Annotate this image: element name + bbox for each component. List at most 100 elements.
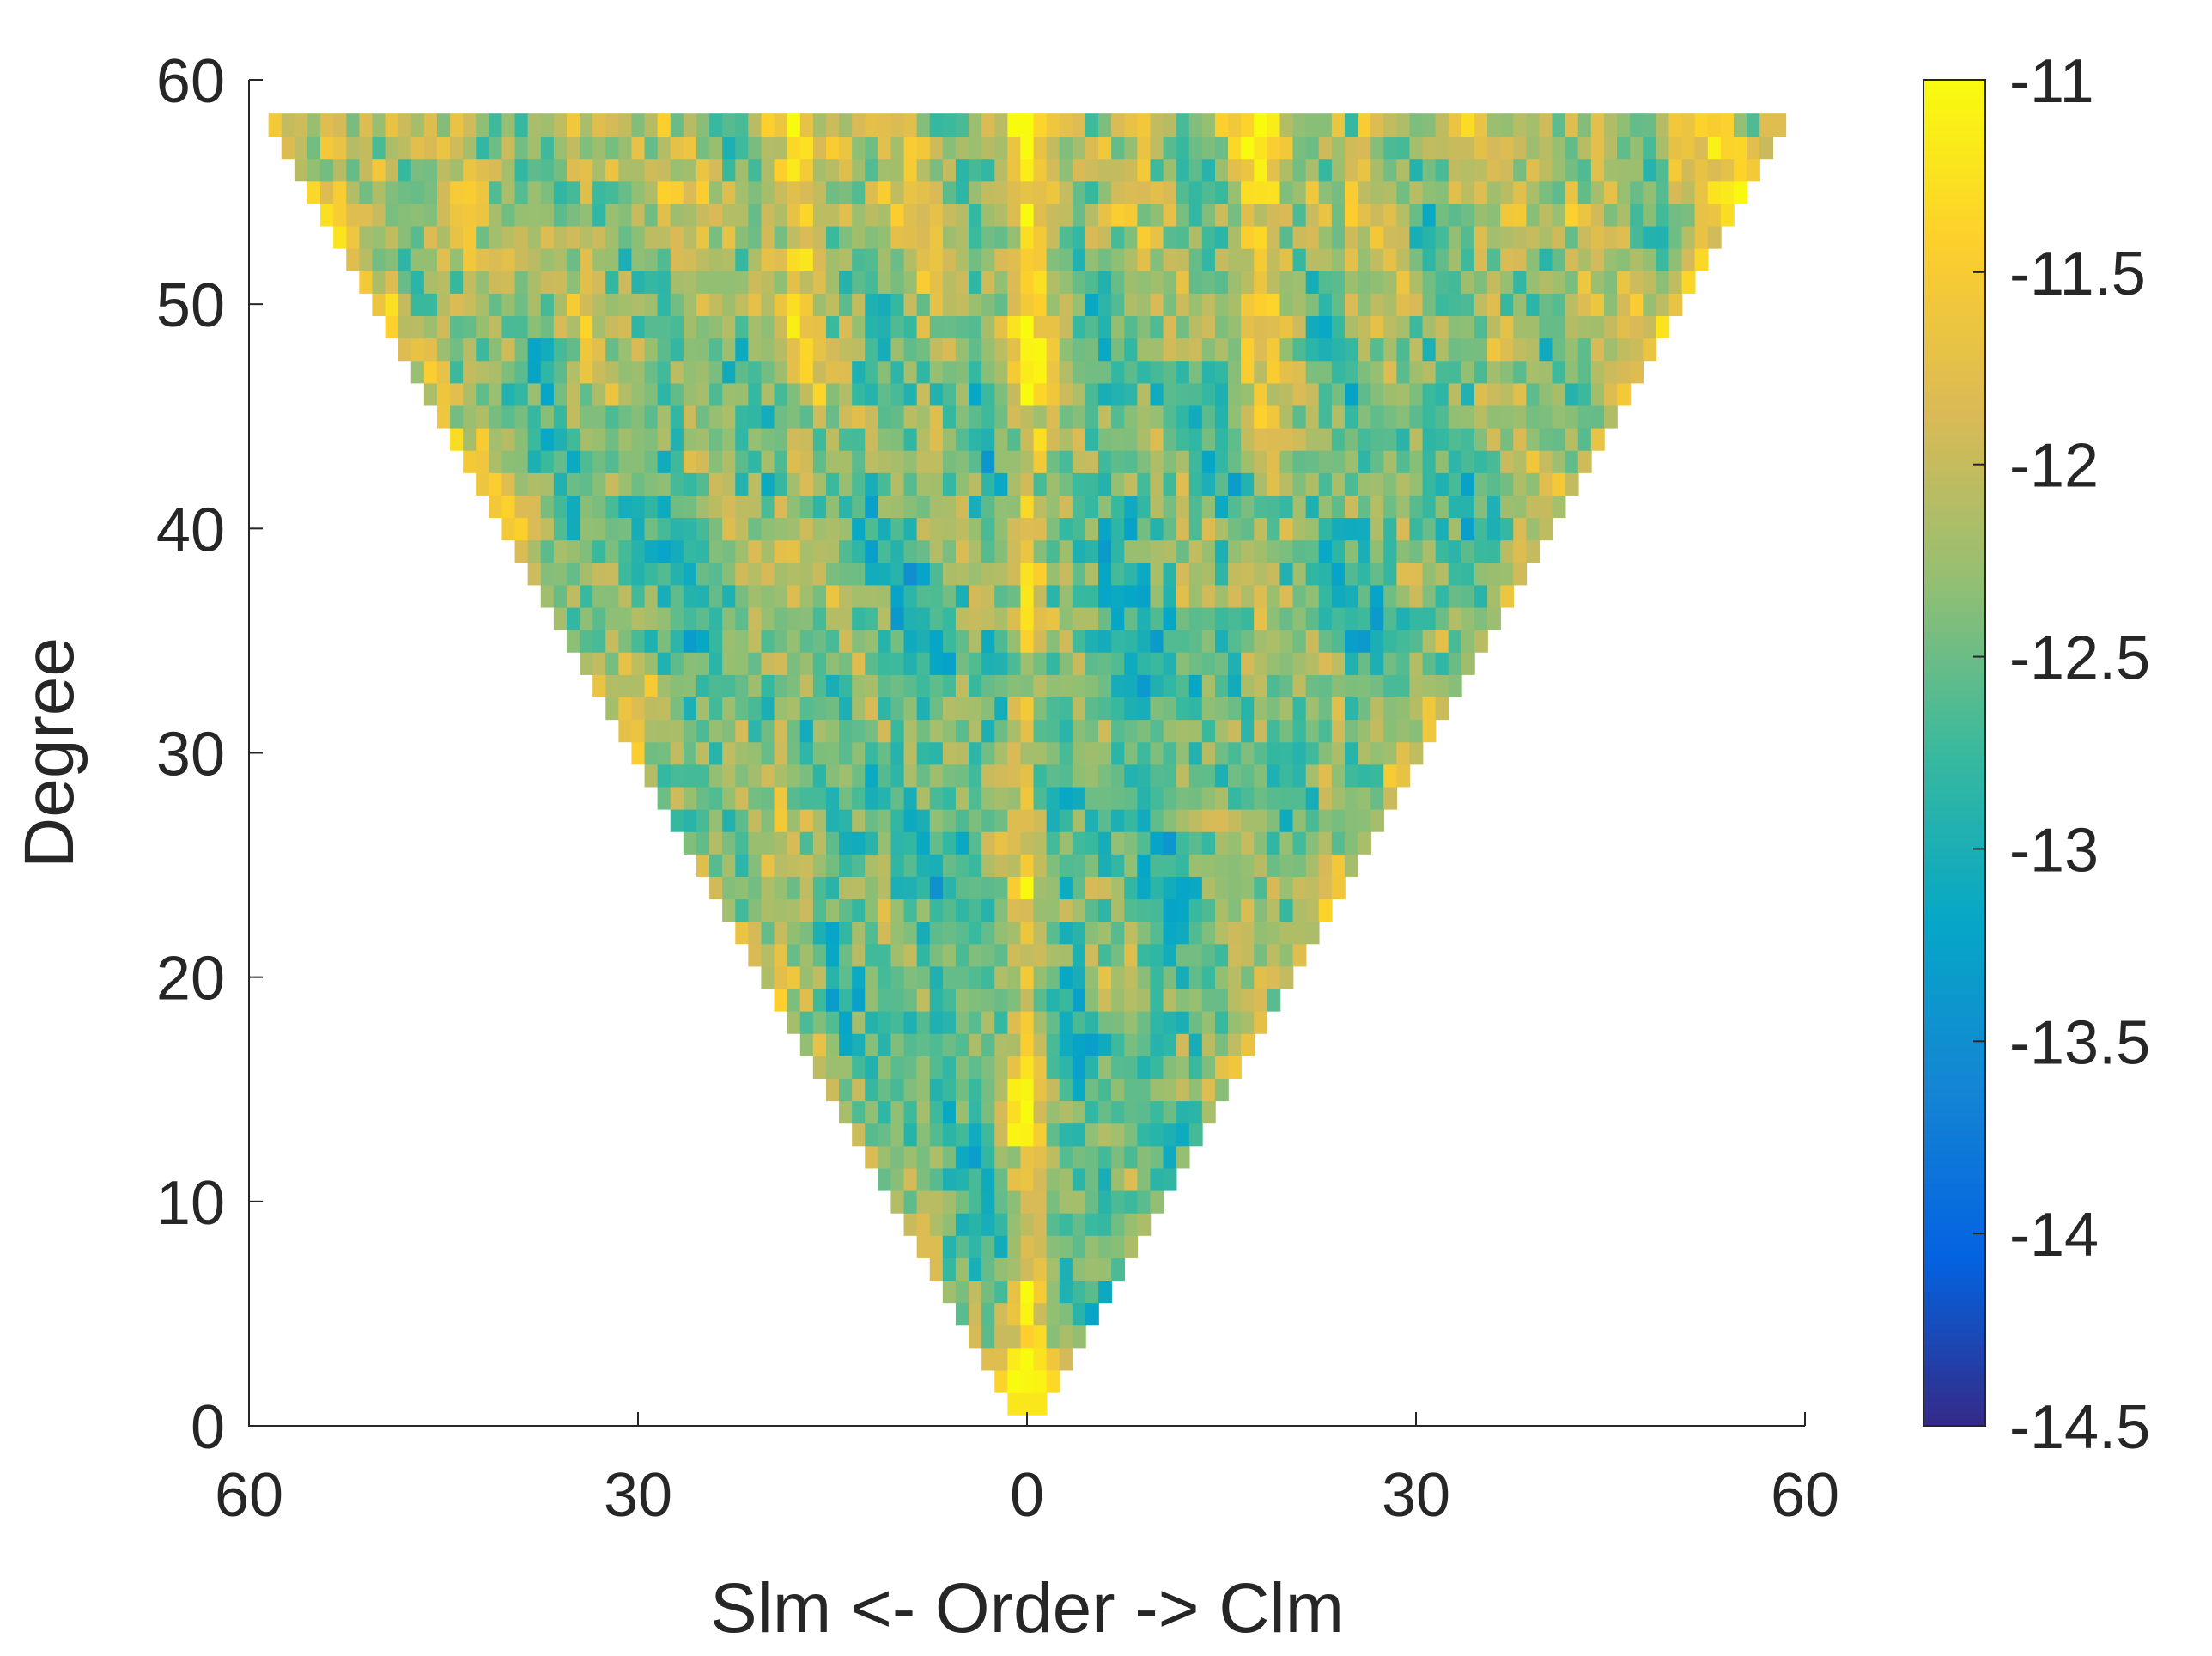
heatmap-cell (852, 674, 866, 698)
colorbar-segment (1923, 1338, 1985, 1346)
colorbar-segment (1923, 161, 1985, 168)
heatmap-cell (1150, 697, 1164, 721)
heatmap-cell (1228, 697, 1242, 721)
heatmap-cell (994, 405, 1009, 429)
heatmap-cell (527, 113, 542, 137)
heatmap-cell (1305, 854, 1320, 877)
heatmap-cell (1072, 1190, 1086, 1214)
heatmap-cell (436, 247, 451, 271)
colorbar-segment (1923, 1015, 1985, 1023)
heatmap-cell (1176, 943, 1190, 967)
heatmap-cell (1150, 1123, 1164, 1147)
heatmap-cell (774, 854, 788, 877)
heatmap-cell (748, 427, 763, 451)
heatmap-cell (1292, 764, 1307, 788)
heatmap-cell (605, 629, 620, 653)
heatmap-cell (1241, 270, 1255, 294)
heatmap-cell (1254, 562, 1268, 586)
heatmap-cell (1020, 495, 1035, 519)
heatmap-cell (1072, 270, 1086, 294)
heatmap-cell (1176, 606, 1190, 630)
heatmap-cell (994, 1100, 1009, 1124)
heatmap-cell (436, 136, 451, 160)
heatmap-cell (1201, 562, 1216, 586)
heatmap-cell (1124, 203, 1139, 227)
heatmap-cell (592, 449, 607, 473)
heatmap-cell (1241, 719, 1255, 743)
heatmap-cell (1098, 1167, 1112, 1191)
heatmap-cell (683, 584, 697, 608)
heatmap-cell (1435, 113, 1449, 137)
heatmap-cell (825, 180, 840, 204)
heatmap-cell (683, 427, 697, 451)
heatmap-cell (631, 472, 646, 496)
heatmap-cell (1111, 1167, 1126, 1191)
heatmap-cell (1733, 136, 1747, 160)
heatmap-cell (1422, 495, 1437, 519)
heatmap-cell (1241, 472, 1255, 496)
heatmap-cell (852, 247, 866, 271)
colorbar-segment (1923, 1217, 1985, 1225)
heatmap-cell (1188, 180, 1203, 204)
heatmap-cell (929, 1145, 944, 1169)
heatmap-cell (1241, 988, 1255, 1012)
heatmap-cell (955, 719, 969, 743)
heatmap-cell (955, 495, 969, 519)
heatmap-cell (1396, 539, 1411, 563)
heatmap-cell (1539, 472, 1553, 496)
heatmap-cell (1305, 113, 1320, 137)
heatmap-cell (865, 562, 879, 586)
colorbar-segment (1923, 201, 1985, 209)
heatmap-cell (1007, 1324, 1022, 1349)
heatmap-cell (1422, 719, 1437, 743)
heatmap-cell (1007, 1391, 1022, 1416)
heatmap-cell (981, 449, 996, 473)
colorbar-segment (1923, 80, 1985, 88)
heatmap-cell (1409, 539, 1424, 563)
heatmap-cell (1137, 1145, 1152, 1169)
heatmap-cell (1111, 1123, 1126, 1147)
colorbar-segment (1923, 1244, 1985, 1251)
heatmap-cell (1059, 517, 1073, 541)
heatmap-cell (878, 1056, 892, 1079)
heatmap-cell (929, 1190, 944, 1214)
heatmap-cell (1331, 741, 1346, 765)
heatmap-cell (1111, 270, 1126, 294)
heatmap-cell (1630, 293, 1644, 317)
heatmap-cell (514, 495, 529, 519)
heatmap-cell (929, 293, 944, 317)
heatmap-cell (865, 113, 879, 137)
heatmap-cell (878, 674, 892, 698)
heatmap-cell (929, 203, 944, 227)
heatmap-cell (1331, 113, 1346, 137)
heatmap-cell (1163, 741, 1177, 765)
heatmap-cell (1059, 1167, 1073, 1191)
heatmap-cell (865, 247, 879, 271)
heatmap-cell (489, 382, 503, 406)
heatmap-cell (566, 293, 580, 317)
heatmap-cell (1254, 719, 1268, 743)
heatmap-cell (1254, 539, 1268, 563)
heatmap-cell (942, 1212, 957, 1236)
heatmap-cell (1098, 203, 1112, 227)
heatmap-cell (1539, 360, 1553, 384)
heatmap-cell (825, 943, 840, 967)
heatmap-cell (878, 1010, 892, 1034)
heatmap-cell (929, 719, 944, 743)
heatmap-cell (1603, 136, 1618, 160)
heatmap-cell (1487, 495, 1501, 519)
heatmap-cell (1085, 360, 1099, 384)
heatmap-cell (450, 293, 464, 317)
heatmap-cell (1137, 113, 1152, 137)
heatmap-cell (1396, 203, 1411, 227)
heatmap-cell (281, 113, 295, 137)
heatmap-cell (799, 517, 814, 541)
heatmap-cell (359, 180, 374, 204)
heatmap-cell (1007, 651, 1022, 675)
heatmap-cell (994, 158, 1009, 182)
heatmap-cell (774, 247, 788, 271)
heatmap-cell (722, 584, 737, 608)
heatmap-cell (825, 719, 840, 743)
heatmap-cell (670, 136, 684, 160)
heatmap-cell (722, 247, 737, 271)
